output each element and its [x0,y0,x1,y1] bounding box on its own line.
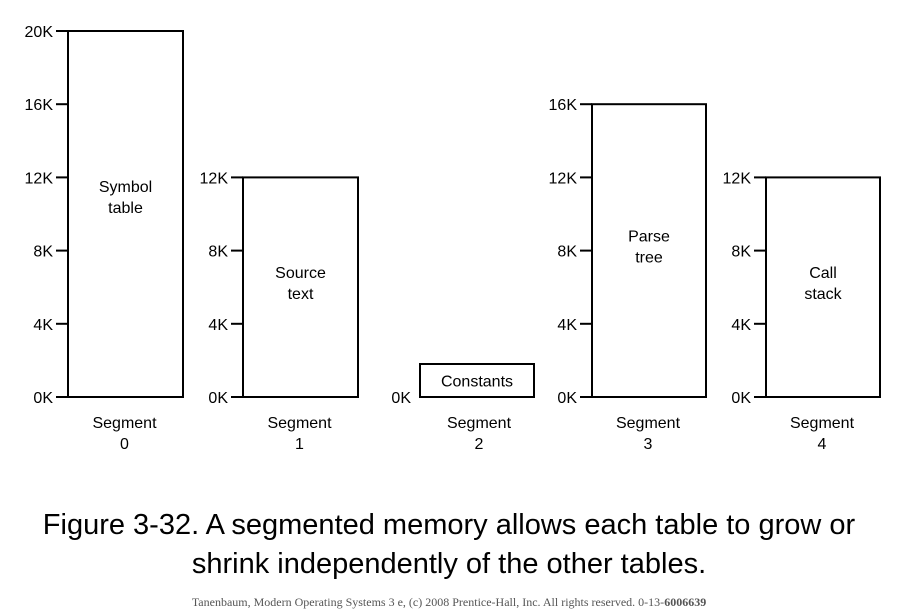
tick-label: 4K [208,317,228,334]
segmented-memory-diagram: 0K4K8K12K16K20KSymboltableSegment00K4K8K… [25,24,881,453]
segment-name: Segment [790,415,855,432]
isbn-suffix: 6006639 [664,595,707,609]
tick-label: 20K [25,24,54,41]
segment-box [765,176,881,398]
segment-content-label: Constants [441,374,513,391]
segment-number: 2 [475,436,484,453]
tick-label: 4K [557,317,577,334]
tick-label: 0K [33,390,53,407]
segment-name: Segment [92,415,157,432]
segment-box [67,30,184,398]
tick-label: 4K [731,317,751,334]
segment-name: Segment [616,415,681,432]
segment-2: Constants 0K Segment 2 [391,363,535,453]
segment-content-label: Parse [628,229,670,246]
tick-label: 12K [549,170,578,187]
figure-caption-line-2: shrink independently of the other tables… [191,548,707,580]
segment-content-label: table [108,200,143,217]
segment-0: 0K 4K 8K 12K 16K 20K Symbol table Segment 0 [25,24,184,453]
segment-content-label: Call [809,265,837,282]
tick-label: 12K [25,170,54,187]
segment-content-label: text [288,286,314,303]
tick-label: 0K [557,390,577,407]
segment-4: 0K 4K 8K 12K Call stack Segment 4 [723,170,881,453]
segment-number: 3 [644,436,653,453]
segment-content-label: Symbol [99,179,152,196]
tick-label: 12K [200,170,229,187]
tick-label: 0K [731,390,751,407]
tick-label: 8K [208,244,228,261]
tick-label: 8K [33,244,53,261]
segment-3: 0K 4K 8K 12K 16K Parse tree Segment 3 [549,97,707,453]
segment-number: 4 [818,436,827,453]
segment-box [242,176,359,398]
tick-label: 16K [549,97,578,114]
segment-content-label: stack [804,286,842,303]
tick-label: 8K [557,244,577,261]
segment-name: Segment [267,415,332,432]
copyright-text: Tanenbaum, Modern Operating Systems 3 e,… [191,595,665,609]
tick-label: 8K [731,244,751,261]
figure-caption-line-1: Figure 3-32. A segmented memory allows e… [42,509,856,541]
tick-label: 12K [723,170,752,187]
segment-content-label: Source [275,265,326,282]
segment-number: 1 [295,436,304,453]
tick-label: 4K [33,317,53,334]
segment-box [419,363,535,398]
segment-1: 0K 4K 8K 12K Source text Segment 1 [200,170,359,453]
segment-name: Segment [447,415,512,432]
segment-number: 0 [120,436,129,453]
segment-content-label: tree [635,250,663,267]
tick-label: 0K [208,390,228,407]
copyright-footer: Tanenbaum, Modern Operating Systems 3 e,… [0,595,898,610]
tick-label: 16K [25,97,54,114]
tick-label: 0K [391,390,411,407]
